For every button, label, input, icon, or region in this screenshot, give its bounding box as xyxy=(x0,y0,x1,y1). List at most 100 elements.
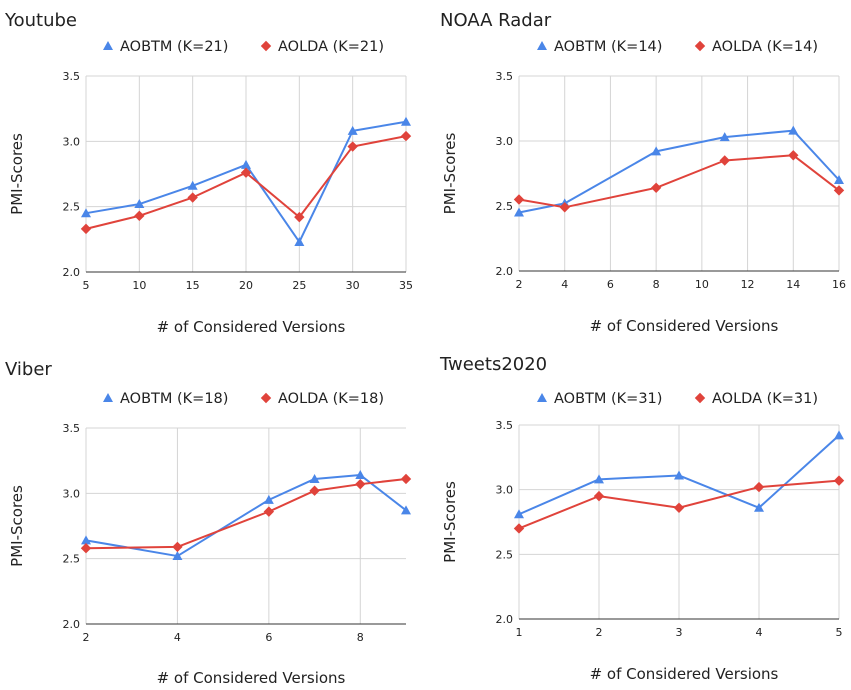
chart-3-series-1-point-5 xyxy=(355,470,366,480)
chart-2-series-2-point-3 xyxy=(650,182,662,193)
chart-1-series-2-point-2 xyxy=(134,210,145,222)
chart-1-ytick-label-1: 2.5 xyxy=(63,201,81,214)
chart-1-series-1-point-3 xyxy=(187,180,198,190)
chart-2-legend-marker-1 xyxy=(537,41,547,50)
chart-1-xtick-label-4: 25 xyxy=(292,279,306,292)
chart-2-series-1-point-1 xyxy=(514,207,524,217)
chart-3-ytick-label-2: 3.0 xyxy=(63,487,81,500)
chart-1-xtick-label-2: 15 xyxy=(186,279,200,292)
chart-2-ylabel: PMI-Scores xyxy=(441,132,459,214)
chart-2-series-1-point-6 xyxy=(834,175,844,184)
chart-1-xlabel: # of Considered Versions xyxy=(157,318,346,336)
chart-1: Youtube 2.0 2.5 3.0 3.5 5 10 15 20 25 30 35 # of Con… xyxy=(4,10,413,336)
chart-4-legend-marker-2 xyxy=(694,392,706,404)
chart-1-xtick-label-0: 5 xyxy=(83,279,90,292)
chart-3-xtick-label-2: 6 xyxy=(265,631,272,644)
chart-4-series-2-point-1 xyxy=(513,523,525,534)
chart-4-title: Tweets2020 xyxy=(439,354,547,375)
chart-1-series-2-point-5 xyxy=(294,211,305,223)
chart-3-ytick-label-0: 2.0 xyxy=(63,618,81,631)
chart-3-series-2-point-2 xyxy=(172,541,183,553)
chart-3-series-1-point-4 xyxy=(309,473,320,483)
chart-4-ytick-label-0: 2.0 xyxy=(496,613,514,626)
chart-3-series-1-point-2 xyxy=(172,551,183,561)
chart-3-legend-label-1: AOBTM (K=18) xyxy=(120,391,228,407)
chart-1-ytick-label-3: 3.5 xyxy=(63,70,81,83)
chart-2-series-2-point-6 xyxy=(833,185,845,196)
chart-2-xtick-label-2: 6 xyxy=(607,278,614,291)
chart-4-legend-label-1: AOBTM (K=31) xyxy=(554,391,662,407)
chart-3-legend-label-2: AOLDA (K=18) xyxy=(278,391,384,407)
chart-4-xtick-label-0: 1 xyxy=(516,626,523,639)
chart-4-series-1-point-3 xyxy=(674,470,684,480)
chart-4-series-1-point-1 xyxy=(514,509,524,519)
chart-2-ytick-label-0: 2.0 xyxy=(496,265,514,278)
chart-4-xtick-label-3: 4 xyxy=(756,626,763,639)
chart-1-series-1-point-7 xyxy=(401,116,411,126)
chart-3: Viber 2.0 2.5 3.0 3.5 2 4 6 8 # of Considered Ver… xyxy=(5,359,412,687)
chart-4-xtick-label-1: 2 xyxy=(596,626,603,639)
chart-2-series-2-line xyxy=(518,154,840,209)
chart-1-series-1-point-6 xyxy=(347,125,358,135)
chart-2-series-1-line xyxy=(518,129,840,214)
chart-1-ytick-label-0: 2.0 xyxy=(63,266,81,279)
chart-1-series-2-point-3 xyxy=(187,192,198,203)
chart-4-ytick-label-2: 3.0 xyxy=(496,484,514,497)
chart-4: Tweets2020 2.0 2.5 3.0 3.5 1 2 3 4 5 # of Consider… xyxy=(439,354,845,683)
chart-4-legend-label-2: AOLDA (K=31) xyxy=(712,391,818,407)
chart-2-xlabel: # of Considered Versions xyxy=(590,317,779,335)
chart-3-series-1-point-3 xyxy=(263,494,274,504)
chart-3-series-2-point-6 xyxy=(400,473,412,485)
chart-2-ytick-label-1: 2.5 xyxy=(496,200,514,213)
chart-2-series-1-point-3 xyxy=(651,146,662,156)
chart-3-series-2-point-3 xyxy=(263,506,275,517)
chart-2-title: NOAA Radar xyxy=(440,10,552,31)
chart-4-series-1-point-5 xyxy=(834,430,844,440)
chart-3-series-1-line xyxy=(85,474,407,558)
chart-1-legend-marker-1 xyxy=(103,41,113,50)
chart-1-xtick-label-6: 35 xyxy=(399,279,413,292)
chart-4-xtick-label-4: 5 xyxy=(836,626,843,639)
chart-4-xtick-label-2: 3 xyxy=(676,626,683,639)
chart-2-ytick-label-3: 3.5 xyxy=(496,70,514,83)
chart-1-xtick-label-1: 10 xyxy=(132,279,146,292)
chart-1-ytick-label-2: 3.0 xyxy=(63,135,81,148)
chart-3-series-2-line xyxy=(85,477,407,550)
chart-3-title: Viber xyxy=(5,359,52,380)
chart-4-series-1-point-4 xyxy=(754,502,764,512)
chart-3-series-2-point-5 xyxy=(355,478,366,490)
chart-4-series-2-point-2 xyxy=(593,490,605,502)
chart-1-xtick-label-5: 30 xyxy=(346,279,360,292)
chart-2-xtick-label-6: 14 xyxy=(786,278,800,291)
chart-2-series-1-point-4 xyxy=(719,132,730,142)
chart-1-ylabel: PMI-Scores xyxy=(8,133,26,215)
chart-2-series-2-point-5 xyxy=(788,150,799,161)
chart-3-xtick-label-0: 2 xyxy=(83,631,90,644)
chart-1-legend-marker-2 xyxy=(260,40,272,52)
chart-4-series-2-point-3 xyxy=(673,502,685,513)
chart-4-series-2-point-4 xyxy=(753,481,765,493)
chart-1-series-2-point-1 xyxy=(80,223,92,235)
chart-1-series-2-point-4 xyxy=(240,167,252,178)
chart-3-xtick-label-1: 4 xyxy=(174,631,181,644)
chart-2-series-2-point-4 xyxy=(719,155,730,166)
chart-2-xtick-label-4: 10 xyxy=(695,278,709,291)
chart-2-legend-label-2: AOLDA (K=14) xyxy=(712,39,818,55)
chart-1-series-1-point-2 xyxy=(134,199,145,209)
chart-3-xtick-label-3: 8 xyxy=(357,631,364,644)
chart-2-ytick-label-2: 3.0 xyxy=(496,135,514,148)
chart-3-ylabel: PMI-Scores xyxy=(8,485,26,567)
chart-2-series-2-point-2 xyxy=(559,202,570,213)
chart-2-xtick-label-0: 2 xyxy=(516,278,523,291)
chart-1-series-2-point-6 xyxy=(347,141,358,152)
chart-2-xtick-label-5: 12 xyxy=(741,278,755,291)
chart-4-ylabel: PMI-Scores xyxy=(441,481,459,563)
chart-1-series-2-point-7 xyxy=(400,130,412,142)
chart-4-series-1-point-2 xyxy=(594,474,604,484)
chart-3-series-1-point-6 xyxy=(401,505,411,515)
chart-3-legend-marker-2 xyxy=(260,392,272,404)
chart-2-legend-marker-2 xyxy=(694,40,706,52)
chart-2-xtick-label-3: 8 xyxy=(653,278,660,291)
chart-2-xtick-label-1: 4 xyxy=(561,278,568,291)
